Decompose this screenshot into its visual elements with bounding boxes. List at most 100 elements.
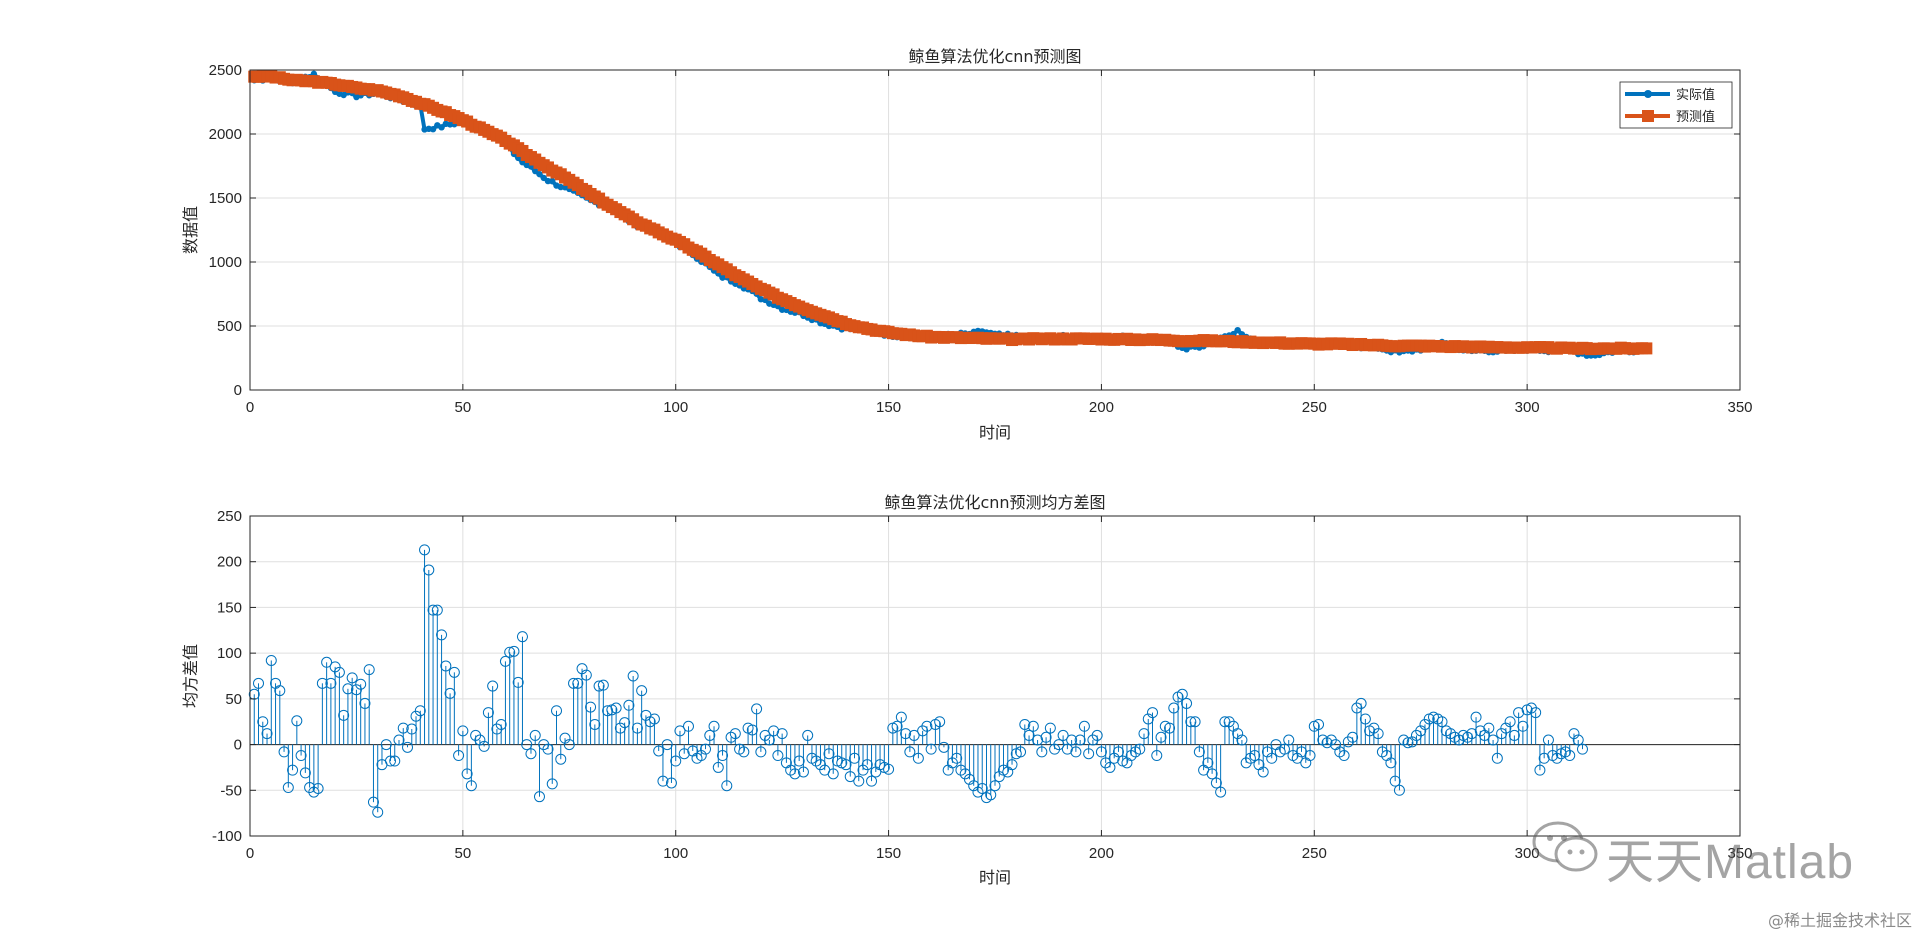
error-stem-marker (1504, 716, 1516, 728)
prediction-chart-title: 鲸鱼算法优化cnn预测图 (908, 47, 1081, 66)
error-stem-marker (653, 745, 665, 757)
prediction-xtick-label: 250 (1302, 399, 1327, 416)
error-stem-marker (542, 743, 554, 755)
error-ytick-label: -50 (220, 782, 242, 799)
error-stem-marker (465, 780, 477, 792)
error-stem-marker (299, 767, 311, 779)
error-stem-marker (648, 713, 660, 725)
error-stem-marker (1483, 722, 1495, 734)
error-stem-marker (853, 775, 865, 787)
error-stem-marker (1040, 731, 1052, 743)
error-stem-marker (499, 655, 511, 667)
error-stem-marker (827, 768, 839, 780)
error-stem-marker (414, 705, 426, 717)
error-stem-marker (1466, 728, 1478, 740)
error-stem-marker (457, 725, 469, 737)
error-stem-marker (849, 752, 861, 764)
error-stem-marker (521, 739, 533, 751)
error-stem-marker (1147, 707, 1159, 719)
error-stem-marker (410, 710, 422, 722)
error-stem-marker (1202, 757, 1214, 769)
error-stem-marker (440, 660, 452, 672)
error-stem-marker (797, 766, 809, 778)
error-stem-marker (1334, 746, 1346, 758)
error-stem-marker (908, 729, 920, 741)
error-stems (248, 544, 1740, 818)
error-stem-marker (1513, 707, 1525, 719)
error-stem-marker (891, 720, 903, 732)
error-stem-marker (1402, 737, 1414, 749)
error-stem-marker (1393, 784, 1405, 796)
error-xtick-label: 50 (455, 845, 472, 862)
error-stem-marker (661, 739, 673, 751)
error-stem-marker (619, 717, 631, 729)
prediction-ytick-label: 500 (217, 318, 242, 335)
error-stem-marker (1385, 757, 1397, 769)
error-stem-marker (1419, 718, 1431, 730)
prediction-y-label: 数据值 (181, 206, 200, 254)
error-stem-marker (682, 720, 694, 732)
error-stem-marker (810, 755, 822, 767)
prediction-ytick-label: 1500 (209, 190, 242, 207)
error-stem-marker (610, 702, 622, 714)
error-stem-marker (563, 739, 575, 751)
prediction-chart: 0 50 100 150 200 250 300 350 0 500 1000 1500 2000 250… (181, 47, 1753, 442)
error-stem-marker (329, 661, 341, 673)
error-stem-marker (1538, 752, 1550, 764)
error-stem-marker (1445, 728, 1457, 740)
error-stem-marker (1074, 734, 1086, 746)
error-stem-marker (900, 728, 912, 740)
error-stem-marker (291, 715, 303, 727)
error-stem-marker (1496, 728, 1508, 740)
error-stem-marker (453, 750, 465, 762)
error-stem-marker (265, 654, 277, 666)
error-stem-marker (921, 720, 933, 732)
error-ytick-label: -100 (212, 828, 242, 845)
error-stem-marker (1347, 731, 1359, 743)
error-ytick-label: 200 (217, 554, 242, 571)
error-stem-marker (372, 806, 384, 818)
error-stem-marker (725, 731, 737, 743)
error-stem-marker (976, 782, 988, 794)
error-stem-marker (712, 761, 724, 773)
actual-point (438, 124, 445, 131)
error-stem-marker (508, 645, 520, 657)
error-stem-marker (555, 753, 567, 765)
error-stem-marker (585, 701, 597, 713)
error-stem-marker (436, 629, 448, 641)
error-stem-marker (1470, 711, 1482, 723)
error-stem-marker (1138, 728, 1150, 740)
error-stem-marker (427, 604, 439, 616)
prediction-x-label: 时间 (979, 423, 1011, 442)
error-stem-marker (1108, 752, 1120, 764)
error-stem-marker (814, 759, 826, 771)
watermark-site: @稀土掘金技术社区 (1767, 911, 1912, 930)
prediction-ticks: 0 50 100 150 200 250 300 350 0 500 1000 1500 2000 250… (209, 62, 1753, 416)
error-stem-marker (1487, 734, 1499, 746)
error-stem-marker (363, 664, 375, 676)
error-stem-marker (721, 780, 733, 792)
error-stem-marker (602, 705, 614, 717)
prediction-xtick-label: 200 (1089, 399, 1114, 416)
error-stem-marker (1249, 750, 1261, 762)
error-stem-marker (1517, 720, 1529, 732)
prediction-ytick-label: 2000 (209, 126, 242, 143)
error-stem-marker (1215, 786, 1227, 798)
error-stem-marker (1372, 728, 1384, 740)
error-stem-marker (333, 666, 345, 678)
error-stem-marker (367, 796, 379, 808)
error-stem-marker (751, 703, 763, 715)
error-stem-marker (776, 728, 788, 740)
error-stem-marker (559, 732, 571, 744)
error-stem-marker (823, 748, 835, 760)
error-stem-marker (350, 684, 362, 696)
error-stem-marker (674, 725, 686, 737)
error-stem-marker (593, 680, 605, 692)
error-stem-marker (393, 734, 405, 746)
error-stem-marker (1168, 702, 1180, 714)
error-stem-marker (1376, 746, 1388, 758)
error-stem-marker (1176, 688, 1188, 700)
error-stem-marker (1112, 746, 1124, 758)
error-stem-marker (704, 729, 716, 741)
error-stem-marker (729, 728, 741, 740)
